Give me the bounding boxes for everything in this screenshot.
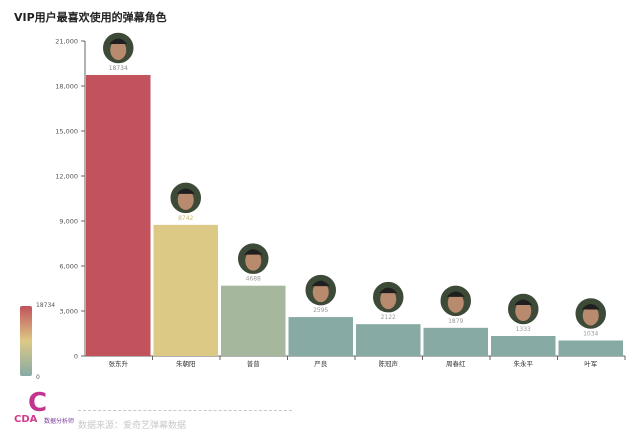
avatar-hair [176, 188, 195, 194]
logo-mark: C [28, 388, 48, 418]
x-tick-label: 朱朝阳 [176, 359, 196, 368]
avatar-hair [446, 291, 465, 297]
y-tick-label: 12,000 [55, 173, 78, 181]
y-tick-label: 6,000 [59, 263, 78, 271]
y-tick-label: 21,000 [55, 38, 78, 46]
bar [288, 317, 353, 356]
x-tick-label: 张东升 [109, 359, 129, 368]
bar [153, 224, 218, 356]
bar [558, 340, 623, 356]
avatar-hair [109, 38, 128, 44]
x-tick-label: 叶军 [584, 359, 598, 368]
y-tick-label: 3,000 [59, 308, 78, 316]
bar [86, 74, 151, 357]
avatar-face [515, 301, 532, 322]
avatar-face [447, 292, 464, 313]
avatar-face [245, 250, 262, 271]
avatar-face [582, 305, 599, 326]
avatar-face [312, 282, 329, 303]
y-tick-label: 0 [74, 353, 78, 361]
x-tick-label: 朱永平 [514, 359, 534, 368]
avatar-hair [244, 249, 263, 255]
legend-min-label: 0 [36, 374, 40, 381]
cda-logo: C CDA 数据分析师 [14, 390, 76, 430]
logo-text: CDA [14, 414, 38, 425]
data-label: 1879 [448, 318, 463, 325]
avatar-face [110, 39, 127, 60]
avatar-face [177, 189, 194, 210]
footer-divider [78, 410, 292, 411]
y-tick-label: 15,000 [55, 128, 78, 136]
chart-title: VIP用户最喜欢使用的弹幕角色 [14, 11, 167, 24]
data-label: 1034 [583, 330, 598, 337]
data-label: 4688 [246, 276, 261, 283]
data-source-note: 数据来源：爱奇艺弹幕数据 [78, 421, 187, 431]
bar [221, 285, 286, 356]
data-label: 8742 [178, 215, 193, 222]
data-label: 2595 [313, 307, 328, 314]
avatar-hair [581, 303, 600, 310]
logo-subtext: 数据分析师 [44, 418, 75, 425]
avatar-face [380, 289, 397, 310]
x-tick-label: 严良 [314, 359, 328, 368]
avatar-hair [311, 280, 330, 287]
bar [356, 324, 421, 356]
bar [491, 336, 556, 356]
data-label: 18734 [109, 65, 128, 72]
data-label: 1333 [516, 326, 531, 333]
x-tick-label: 普普 [247, 359, 261, 368]
data-label: 2122 [381, 314, 396, 321]
avatar-hair [379, 287, 398, 294]
bar [423, 327, 488, 356]
legend-gradient-bar [20, 306, 32, 376]
y-tick-label: 9,000 [59, 218, 78, 226]
x-tick-label: 周春红 [446, 359, 466, 368]
x-tick-label: 陈冠声 [379, 359, 399, 368]
legend-max-label: 18734 [36, 302, 56, 309]
y-tick-label: 18,000 [55, 83, 78, 91]
color-legend: 18734 0 [16, 302, 56, 382]
avatar-hair [514, 299, 533, 306]
